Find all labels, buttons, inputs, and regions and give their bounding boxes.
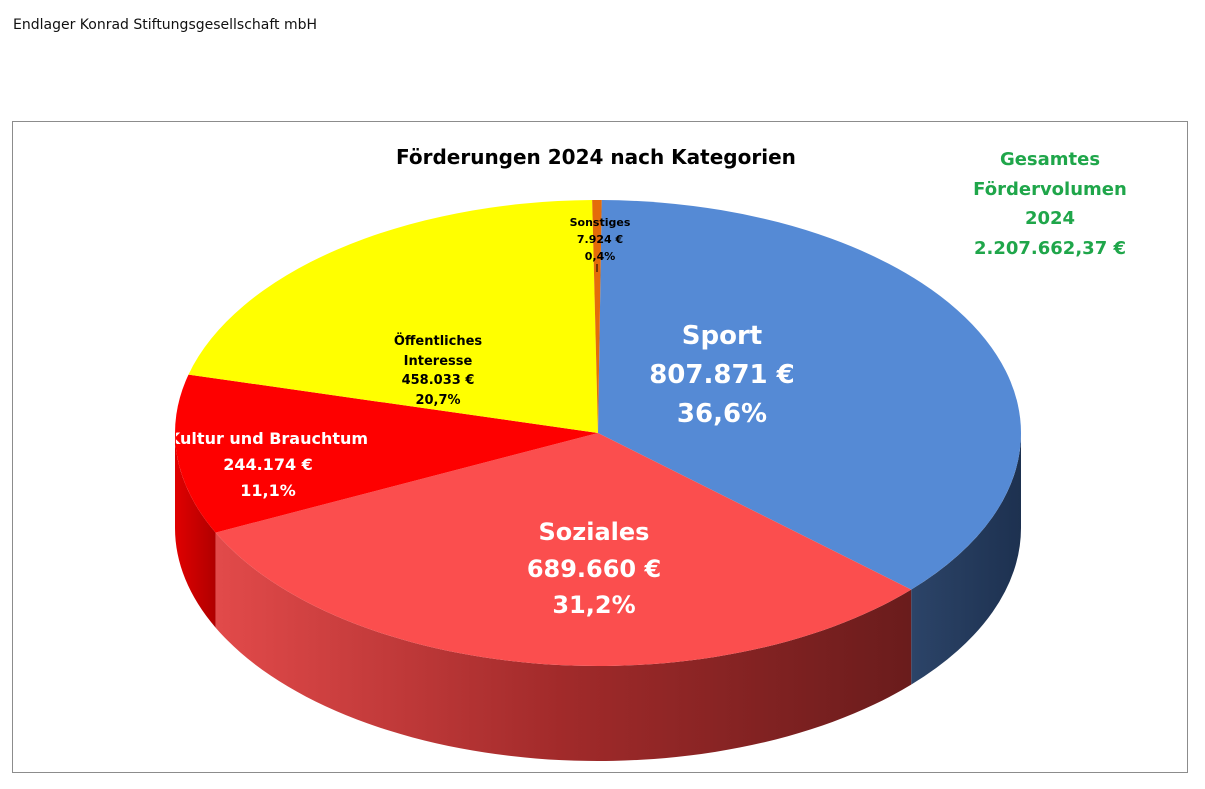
total-volume-box: Gesamtes Fördervolumen 2024 2.207.662,37… xyxy=(960,145,1140,263)
organization-name: Endlager Konrad Stiftungsgesellschaft mb… xyxy=(13,17,318,33)
pie-slice-sport xyxy=(598,200,1022,590)
label-soziales-percent: 31,2% xyxy=(552,591,635,619)
total-line-2: Fördervolumen xyxy=(973,178,1127,200)
label-oeffentlich-value: 458.033 € xyxy=(402,373,475,388)
label-kultur-value: 244.174 € xyxy=(223,455,313,474)
label-sport-percent: 36,6% xyxy=(677,399,767,429)
pie-sides xyxy=(175,433,1021,762)
total-line-1: Gesamtes xyxy=(999,149,1101,170)
pie-labels: Sport 807.871 € 36,6% Soziales 689.660 € 31,2… xyxy=(168,216,795,619)
label-soziales-value: 689.660 € xyxy=(527,555,661,583)
label-soziales-name: Soziales xyxy=(539,518,650,546)
label-oeffentlich-name: Öffentliches xyxy=(394,333,483,349)
total-line-4: 2.207.662,37 € xyxy=(973,237,1127,259)
label-kultur-percent: 11,1% xyxy=(240,481,296,500)
label-sonstiges-value: 7.924 € xyxy=(577,233,623,246)
pie-slice-kultur xyxy=(174,374,598,533)
pie-side-soziales xyxy=(215,532,912,762)
pie-slice-sonstiges xyxy=(592,199,602,433)
pie-tops xyxy=(174,199,1022,667)
label-sonstiges-percent: 0,4% xyxy=(585,250,616,263)
pie-side-sport xyxy=(911,433,1021,685)
total-line-3: 2024 xyxy=(1024,208,1076,229)
label-oeffentlich-percent: 20,7% xyxy=(415,393,460,408)
pie-side-kultur xyxy=(175,433,216,628)
label-oeffentlich-name-2: Interesse xyxy=(404,354,473,369)
label-sport-name: Sport xyxy=(682,321,762,351)
label-kultur-name: Kultur und Brauchtum xyxy=(168,429,368,448)
label-sport-value: 807.871 € xyxy=(649,360,795,390)
label-sonstiges-name: Sonstiges xyxy=(570,216,631,229)
pie-slice-oeffentlich xyxy=(188,200,599,433)
chart-title: Förderungen 2024 nach Kategorien xyxy=(396,145,796,169)
pie-slice-soziales xyxy=(215,433,912,667)
